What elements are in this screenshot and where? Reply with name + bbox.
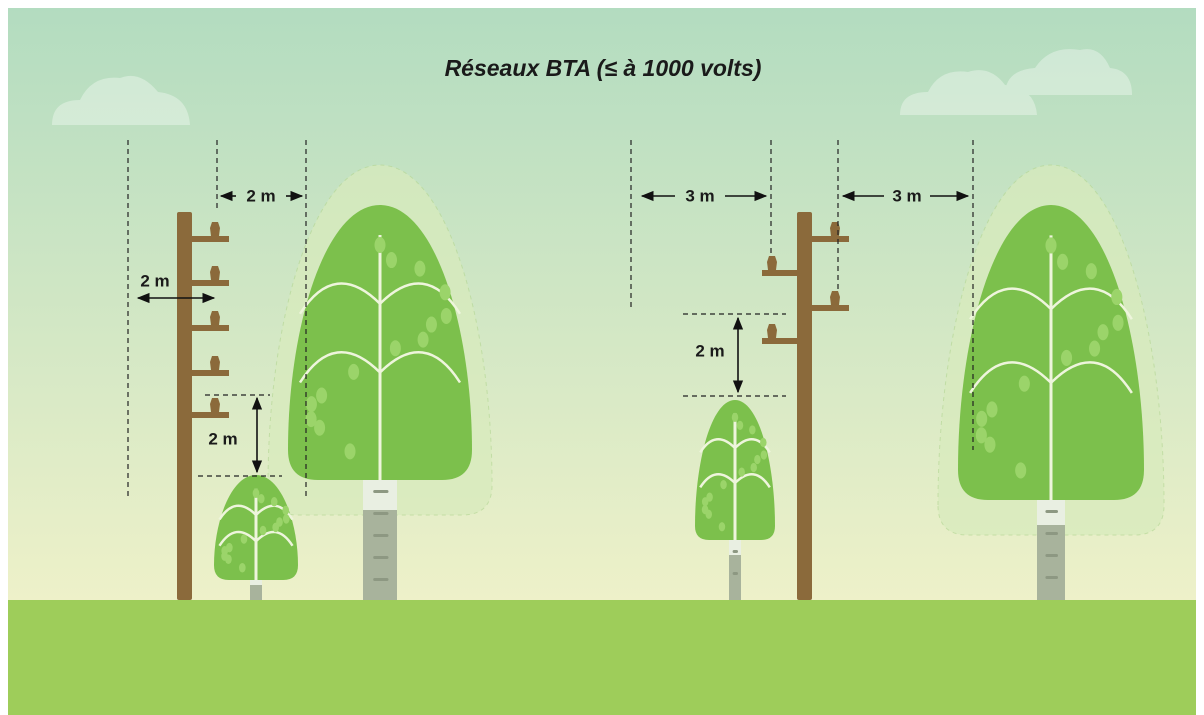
bark-mark — [1045, 576, 1058, 579]
leaf — [976, 427, 987, 443]
bark-mark — [1045, 532, 1058, 535]
leaf — [750, 463, 756, 472]
leaf — [306, 411, 317, 427]
leaf — [418, 332, 429, 348]
bark-mark — [733, 550, 738, 553]
leaf — [258, 494, 265, 503]
bark-mark — [1045, 554, 1058, 557]
bark-mark — [733, 572, 738, 575]
leaf — [241, 534, 248, 543]
trunk-base — [1037, 525, 1065, 600]
crossarm — [192, 412, 229, 418]
leaf — [1061, 350, 1072, 366]
leaf — [345, 443, 356, 459]
leaf — [348, 364, 359, 380]
leaf — [386, 252, 397, 268]
leaf — [738, 467, 744, 476]
leaf — [271, 497, 278, 506]
crossarm — [192, 370, 229, 376]
distance-label: 3 m — [685, 186, 714, 205]
insulator — [210, 356, 220, 370]
leaf — [732, 413, 738, 422]
leaf — [749, 425, 755, 434]
leaf — [737, 421, 743, 430]
leaf — [706, 493, 712, 502]
leaf — [1015, 462, 1026, 478]
leaf — [720, 480, 726, 489]
leaf — [754, 455, 760, 464]
leaf — [976, 411, 987, 427]
leaf — [260, 526, 267, 535]
trunk-base — [250, 585, 262, 600]
leaf — [226, 543, 233, 552]
bark-mark — [373, 512, 388, 515]
leaf — [1045, 237, 1056, 253]
leaf — [272, 523, 279, 532]
leaf — [761, 450, 767, 459]
pole — [177, 212, 192, 600]
leaf — [441, 308, 452, 324]
crossarm — [762, 270, 799, 276]
distance-label: 2 m — [695, 341, 724, 360]
insulator — [767, 256, 777, 270]
crossarm — [762, 338, 799, 344]
illustration: Réseaux BTA (≤ à 1000 volts) 2 m 2 m 2 m… — [0, 0, 1204, 715]
bark-mark — [373, 534, 388, 537]
leaf — [1057, 254, 1068, 270]
leaf — [1019, 376, 1030, 392]
insulator — [210, 311, 220, 325]
title: Réseaux BTA (≤ à 1000 volts) — [445, 55, 762, 81]
crossarm — [812, 236, 849, 242]
leaf — [1111, 289, 1122, 305]
crossarm — [192, 236, 229, 242]
grass — [8, 600, 1196, 715]
insulator — [830, 291, 840, 305]
trunk-base — [729, 555, 741, 600]
crossarm — [192, 325, 229, 331]
bark-mark — [373, 490, 388, 493]
insulator — [210, 266, 220, 280]
leaf — [1086, 263, 1097, 279]
leaf — [375, 237, 386, 253]
leaf — [1112, 315, 1123, 331]
leaf — [221, 551, 228, 560]
bark-mark — [1045, 510, 1058, 513]
leaf — [426, 317, 437, 333]
leaf — [316, 388, 327, 404]
insulator — [210, 398, 220, 412]
distance-label: 2 m — [140, 271, 169, 290]
pole — [797, 212, 812, 600]
trunk-base — [363, 510, 397, 600]
leaf — [440, 284, 451, 300]
leaf — [1097, 324, 1108, 340]
insulator — [210, 222, 220, 236]
leaf — [986, 401, 997, 417]
distance-label: 3 m — [892, 186, 921, 205]
leaf — [283, 514, 290, 523]
insulator — [767, 324, 777, 338]
bark-mark — [373, 578, 388, 581]
leaf — [239, 563, 246, 572]
leaf — [719, 522, 725, 531]
bark-mark — [373, 556, 388, 559]
leaf — [760, 438, 766, 447]
distance-label: 2 m — [208, 429, 237, 448]
leaf — [702, 505, 708, 514]
leaf — [1089, 340, 1100, 356]
distance-label: 2 m — [246, 186, 275, 205]
leaf — [306, 396, 317, 412]
crossarm — [812, 305, 849, 311]
leaf — [282, 506, 289, 515]
leaf — [414, 261, 425, 277]
page: {"title": "Réseaux BTA (≤ à 1000 volts)"… — [0, 0, 1204, 715]
crossarm — [192, 280, 229, 286]
leaf — [390, 340, 401, 356]
